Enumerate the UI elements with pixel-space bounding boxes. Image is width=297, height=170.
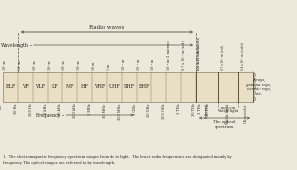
- Text: X-rays,
gamma rays,
cosmic rays,
etc.: X-rays, gamma rays, cosmic rays, etc.: [247, 78, 271, 96]
- Text: UHF: UHF: [108, 84, 120, 89]
- Text: Infrared: Infrared: [205, 104, 209, 118]
- Text: Wavelength: Wavelength: [1, 42, 29, 47]
- Text: VHF: VHF: [94, 84, 105, 89]
- Text: 10⁷ m: 10⁷ m: [3, 61, 7, 71]
- Text: HF: HF: [81, 84, 89, 89]
- Text: 3 THz: 3 THz: [198, 104, 202, 114]
- Text: MF: MF: [66, 84, 74, 89]
- Text: VF: VF: [22, 84, 29, 89]
- Text: 1 m: 1 m: [107, 64, 111, 71]
- Text: 30 GHz: 30 GHz: [148, 104, 151, 117]
- Text: 10⁻⁴ m (1 micron): 10⁻⁴ m (1 micron): [196, 45, 200, 71]
- Text: 10 m: 10 m: [92, 62, 96, 71]
- Text: 3 GHz: 3 GHz: [133, 104, 137, 115]
- Text: 300 kHz: 300 kHz: [73, 104, 77, 118]
- Text: 0.7 x 10⁻⁶ m (red): 0.7 x 10⁻⁶ m (red): [181, 41, 185, 71]
- Text: 10⁴ m: 10⁴ m: [48, 61, 52, 71]
- Text: DC: DC: [0, 104, 3, 109]
- Text: 300 GHz: 300 GHz: [162, 104, 166, 119]
- Text: 0.7 x 10⁻⁶ m (red): 0.7 x 10⁻⁶ m (red): [220, 46, 224, 71]
- Text: The optical
spectrum: The optical spectrum: [213, 120, 236, 129]
- Text: Radio waves: Radio waves: [89, 25, 124, 30]
- Text: LF: LF: [52, 84, 58, 89]
- Text: 300 MHz: 300 MHz: [118, 104, 122, 120]
- Text: 0.4 x 10⁻⁶ m (violet): 0.4 x 10⁻⁶ m (violet): [240, 42, 244, 71]
- Text: 30 THz: 30 THz: [192, 104, 196, 116]
- Text: 10³ m: 10³ m: [62, 61, 67, 71]
- Text: EHF: EHF: [138, 84, 150, 89]
- Text: Frequency: Frequency: [36, 113, 61, 117]
- Text: ELF: ELF: [5, 84, 15, 89]
- Text: Visible light: Visible light: [217, 109, 238, 113]
- Text: 3 THz: 3 THz: [177, 104, 181, 114]
- Text: frequency. The optical ranges are referred to by wavelength.: frequency. The optical ranges are referr…: [3, 161, 115, 165]
- Bar: [3, 72, 253, 102]
- Text: 30 MHz: 30 MHz: [103, 104, 107, 117]
- Text: 300 Hz: 300 Hz: [29, 104, 33, 116]
- Text: SHF: SHF: [124, 84, 135, 89]
- Text: 0.4 x 10⁻⁶ m (violet): 0.4 x 10⁻⁶ m (violet): [196, 37, 200, 71]
- Text: Visible light: Visible light: [226, 104, 230, 125]
- Text: 10⁶ m: 10⁶ m: [18, 61, 22, 71]
- Text: 30 Hz: 30 Hz: [14, 104, 18, 114]
- Text: 10⁻² m: 10⁻² m: [137, 59, 140, 71]
- Text: 10⁵ m: 10⁵ m: [33, 61, 37, 71]
- Text: Ultraviolet: Ultraviolet: [244, 104, 247, 123]
- Text: 30 THz: 30 THz: [206, 104, 210, 116]
- Text: 10⁻⁴ m (1 micron): 10⁻⁴ m (1 micron): [166, 41, 170, 71]
- Text: 3 MHz: 3 MHz: [88, 104, 92, 115]
- Text: 10⁻³ m: 10⁻³ m: [151, 59, 155, 71]
- Text: 10⁻¹ m: 10⁻¹ m: [122, 59, 126, 71]
- Text: 30 kHz: 30 kHz: [59, 104, 62, 116]
- Text: 3 kHz: 3 kHz: [44, 104, 48, 114]
- Text: 10² m: 10² m: [77, 61, 81, 71]
- Text: 1.  The electromagnetic frequency spectrum ranges from dc to light.  The lower r: 1. The electromagnetic frequency spectru…: [3, 155, 232, 159]
- Text: VLF: VLF: [35, 84, 45, 89]
